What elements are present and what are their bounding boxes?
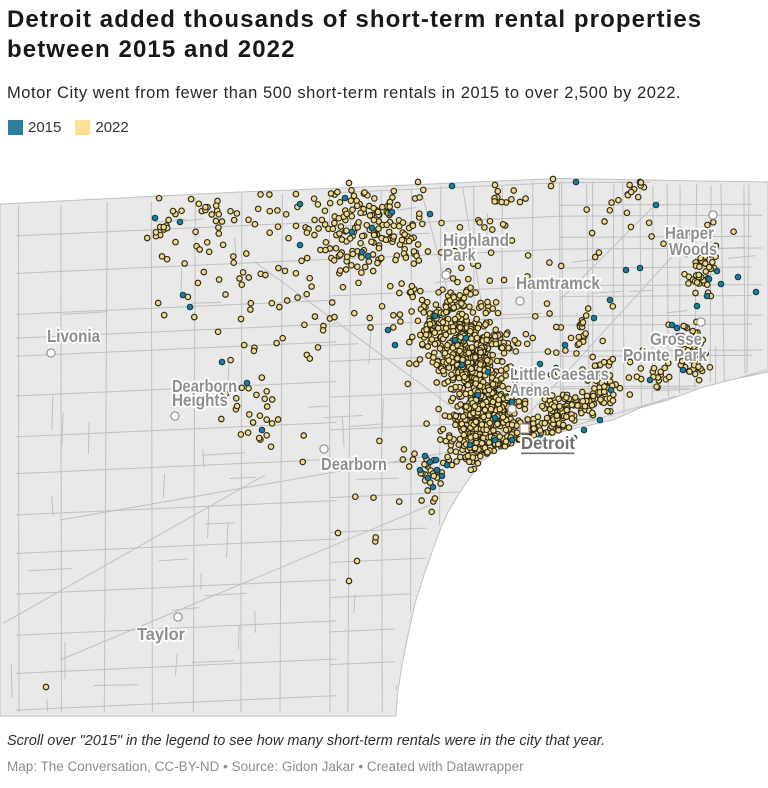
svg-text:Dearborn: Dearborn [172,376,237,396]
svg-text:Harper: Harper [665,223,714,243]
svg-text:Taylor: Taylor [137,624,185,644]
svg-text:Highland: Highland [443,230,509,250]
svg-text:Dearborn: Dearborn [321,454,387,474]
svg-text:Arena: Arena [510,380,550,400]
svg-text:Park: Park [443,245,476,265]
svg-text:Heights: Heights [172,390,228,410]
svg-text:Woods: Woods [669,239,717,259]
svg-text:Little Caesars: Little Caesars [510,364,609,384]
svg-text:Livonia: Livonia [47,326,100,346]
svg-text:Grosse: Grosse [650,329,702,349]
svg-text:Pointe Park: Pointe Park [623,345,707,365]
svg-text:Detroit: Detroit [521,433,575,453]
svg-text:Hamtramck: Hamtramck [516,273,600,293]
